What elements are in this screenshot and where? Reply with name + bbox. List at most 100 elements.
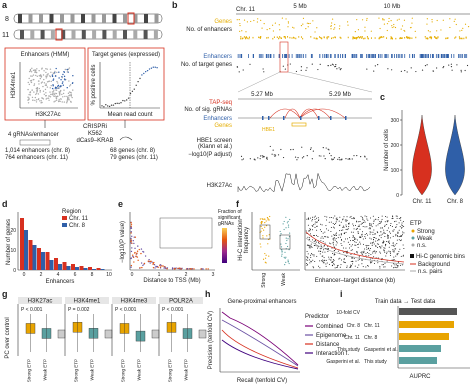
point	[58, 94, 61, 96]
point	[387, 227, 389, 229]
gene-dot	[431, 21, 433, 23]
point	[360, 215, 362, 217]
point	[56, 82, 59, 84]
gene	[284, 36, 286, 38]
point	[56, 71, 58, 74]
point	[285, 237, 287, 239]
enhancer	[419, 54, 421, 58]
point	[264, 222, 266, 224]
point	[60, 85, 62, 87]
screen-dot	[294, 156, 297, 158]
legend-swatch	[62, 223, 67, 227]
point	[353, 257, 355, 259]
count-dot	[295, 70, 298, 73]
band	[49, 14, 54, 23]
gene-dot	[431, 18, 433, 21]
point	[345, 219, 347, 221]
point	[361, 259, 363, 261]
point	[108, 105, 111, 108]
point	[388, 240, 390, 242]
enhancer	[240, 54, 242, 58]
point	[399, 248, 401, 250]
screen-dot	[324, 158, 326, 160]
screen-dot	[240, 155, 243, 157]
point	[58, 92, 61, 95]
panel-label: h	[205, 289, 211, 299]
enhancer	[453, 54, 455, 58]
point	[309, 244, 311, 246]
point	[332, 261, 334, 263]
point	[332, 222, 334, 224]
chromosome	[13, 29, 163, 40]
label: Chr. 11	[236, 7, 256, 13]
point	[325, 259, 327, 261]
highlight	[127, 12, 135, 25]
point	[352, 223, 354, 225]
gene	[458, 36, 460, 38]
point	[393, 244, 395, 246]
point	[148, 258, 150, 261]
point	[369, 233, 371, 235]
label: 10 Mb	[384, 4, 401, 10]
point	[310, 254, 312, 256]
point	[68, 80, 70, 82]
point	[396, 267, 398, 269]
point	[343, 259, 345, 261]
point	[393, 256, 395, 258]
point	[28, 98, 30, 101]
point	[384, 262, 386, 264]
point	[356, 252, 358, 254]
gene	[326, 37, 328, 40]
enhancer	[248, 54, 249, 58]
gene	[313, 37, 315, 39]
gene	[361, 36, 363, 38]
point	[402, 244, 404, 246]
point	[357, 239, 359, 241]
point	[392, 230, 394, 232]
label: 764 enhancers (chr. 11)	[5, 155, 68, 161]
point	[69, 100, 72, 103]
point	[28, 93, 30, 96]
point	[383, 229, 385, 231]
point	[312, 216, 314, 218]
point	[346, 256, 348, 258]
gene	[266, 37, 268, 39]
box	[57, 329, 66, 339]
point	[384, 221, 386, 223]
point	[124, 100, 126, 102]
label: significant	[218, 215, 241, 221]
point	[27, 102, 30, 104]
gene-dot	[279, 29, 281, 31]
point	[286, 245, 289, 248]
point	[133, 242, 135, 245]
point	[51, 87, 54, 90]
label: Combined	[316, 324, 343, 330]
point	[261, 227, 263, 230]
point	[354, 265, 356, 267]
screen-dot	[301, 146, 303, 148]
point	[379, 246, 381, 248]
point	[64, 95, 66, 98]
point	[375, 225, 377, 227]
point	[381, 227, 383, 229]
enhancer	[301, 54, 303, 58]
point	[137, 259, 139, 261]
enhancer	[422, 54, 423, 58]
point	[309, 262, 311, 264]
point	[359, 235, 361, 237]
gene	[381, 36, 383, 39]
gene	[459, 37, 461, 40]
screen-dot	[262, 156, 264, 158]
point	[60, 79, 62, 81]
point	[350, 231, 352, 233]
enhancer	[355, 54, 357, 58]
tick-label: 1	[158, 272, 161, 278]
point	[207, 268, 209, 270]
point	[378, 239, 380, 241]
gene	[267, 36, 269, 39]
label: 10-fold CV	[336, 310, 360, 316]
point	[34, 69, 36, 71]
point	[402, 231, 404, 233]
point	[388, 246, 390, 248]
point	[164, 267, 167, 269]
